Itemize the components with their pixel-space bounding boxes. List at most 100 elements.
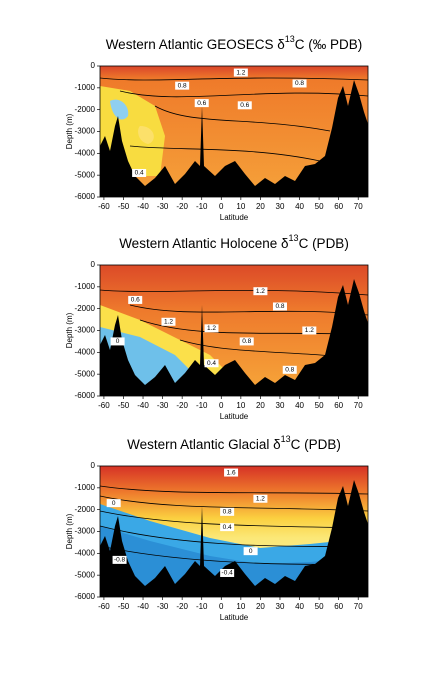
- y-tick-label: 0: [91, 61, 96, 70]
- x-tick-label: 50: [315, 401, 324, 410]
- contour-label: 0.4: [135, 170, 144, 177]
- x-axis-label: Latitude: [220, 213, 249, 222]
- contour-label: 0.8: [223, 509, 232, 516]
- contour-label-bg: [282, 365, 297, 374]
- y-tick-label: -4000: [75, 347, 96, 356]
- contour-label: 0: [116, 338, 120, 345]
- x-tick-label: 30: [276, 202, 285, 211]
- chart-title: Western Atlantic Holocene δ13C (PDB): [119, 233, 349, 250]
- contour-label: 0: [112, 500, 116, 507]
- contour-label: 0.8: [275, 303, 284, 310]
- contour-label-bg: [224, 468, 239, 477]
- contour-label: 1.2: [256, 288, 265, 295]
- contour-label: 1.2: [164, 318, 173, 325]
- contour-label: 1.6: [227, 469, 236, 476]
- chart-title: Western Atlantic GEOSECS δ13C (‰ PDB): [106, 34, 363, 51]
- contour-label-bg: [302, 326, 317, 335]
- contour-label-bg: [110, 337, 125, 346]
- contour-label-bg: [194, 99, 209, 108]
- contour-label-bg: [128, 295, 143, 304]
- contour-label-bg: [220, 507, 235, 516]
- y-tick-label: -2000: [75, 505, 96, 514]
- contour-label-bg: [243, 547, 258, 556]
- x-tick-label: 10: [236, 202, 245, 211]
- x-axis-label: Latitude: [220, 613, 249, 622]
- y-tick-label: -4000: [75, 548, 96, 557]
- x-tick-label: 60: [334, 202, 343, 211]
- y-tick-label: -3000: [75, 127, 96, 136]
- title-text: C (‰ PDB): [295, 37, 363, 52]
- x-tick-label: 70: [354, 202, 363, 211]
- x-tick-label: 20: [256, 202, 265, 211]
- y-tick-label: -6000: [75, 391, 96, 400]
- x-tick-label: -50: [118, 401, 130, 410]
- title-superscript: 13: [285, 34, 295, 44]
- title-text: Western Atlantic GEOSECS δ: [106, 37, 285, 52]
- contour-label: 0.6: [131, 297, 140, 304]
- y-axis-label: Depth (m): [65, 113, 74, 149]
- contour-label: 0.8: [178, 82, 187, 89]
- contour-label: 0.4: [207, 360, 216, 367]
- x-tick-label: 60: [334, 401, 343, 410]
- y-tick-label: -2000: [75, 105, 96, 114]
- x-tick-label: 50: [315, 602, 324, 611]
- x-tick-label: -40: [137, 202, 149, 211]
- x-tick-label: 0: [219, 202, 224, 211]
- x-tick-label: 40: [295, 202, 304, 211]
- contour-label: -0.8: [114, 557, 126, 564]
- x-tick-label: -10: [196, 602, 208, 611]
- x-tick-label: 0: [219, 401, 224, 410]
- y-tick-label: 0: [91, 461, 96, 470]
- contour-label: 0.8: [285, 367, 294, 374]
- contour-label-bg: [132, 168, 147, 177]
- contour-label: 0.6: [197, 100, 206, 107]
- contour-label: 1.2: [256, 495, 265, 502]
- panel-fill: [99, 265, 369, 396]
- contour-label-bg: [233, 68, 248, 77]
- y-tick-label: -3000: [75, 527, 96, 536]
- x-tick-label: 30: [276, 401, 285, 410]
- contour-label: 1.2: [207, 325, 216, 332]
- y-tick-label: -1000: [75, 282, 96, 291]
- y-tick-label: 0: [91, 260, 96, 269]
- x-tick-label: 10: [236, 401, 245, 410]
- title-text: Western Atlantic Glacial δ: [127, 437, 281, 452]
- contour-label: 0.8: [295, 80, 304, 87]
- y-tick-label: -3000: [75, 326, 96, 335]
- title-text: C (PDB): [299, 236, 349, 251]
- x-tick-label: 40: [295, 602, 304, 611]
- title-superscript: 13: [281, 434, 291, 444]
- y-tick-label: -4000: [75, 148, 96, 157]
- x-tick-label: 70: [354, 401, 363, 410]
- x-tick-label: 20: [256, 401, 265, 410]
- contour-label: 1.2: [305, 327, 314, 334]
- x-tick-label: -20: [176, 401, 188, 410]
- y-tick-label: -6000: [75, 592, 96, 601]
- x-tick-label: -10: [196, 401, 208, 410]
- x-tick-label: -60: [98, 202, 110, 211]
- contour-label-bg: [220, 568, 235, 577]
- x-tick-label: -10: [196, 202, 208, 211]
- x-tick-label: -30: [157, 202, 169, 211]
- x-tick-label: -60: [98, 602, 110, 611]
- title-text: Western Atlantic Holocene δ: [119, 236, 288, 251]
- x-tick-label: -50: [118, 602, 130, 611]
- x-tick-label: -30: [157, 401, 169, 410]
- y-tick-label: -1000: [75, 83, 96, 92]
- x-tick-label: 0: [219, 602, 224, 611]
- x-tick-label: 20: [256, 602, 265, 611]
- contour-label-bg: [204, 359, 219, 368]
- x-tick-label: 70: [354, 602, 363, 611]
- x-tick-label: -40: [137, 401, 149, 410]
- x-axis-label: Latitude: [220, 412, 249, 421]
- y-tick-label: -1000: [75, 483, 96, 492]
- contour-label-bg: [106, 499, 121, 508]
- y-tick-label: -5000: [75, 170, 96, 179]
- x-tick-label: -20: [176, 202, 188, 211]
- x-tick-label: 10: [236, 602, 245, 611]
- contour-label: 0.4: [223, 524, 232, 531]
- contour-label-bg: [204, 324, 219, 333]
- x-tick-label: 40: [295, 401, 304, 410]
- panel-fill: [99, 66, 369, 197]
